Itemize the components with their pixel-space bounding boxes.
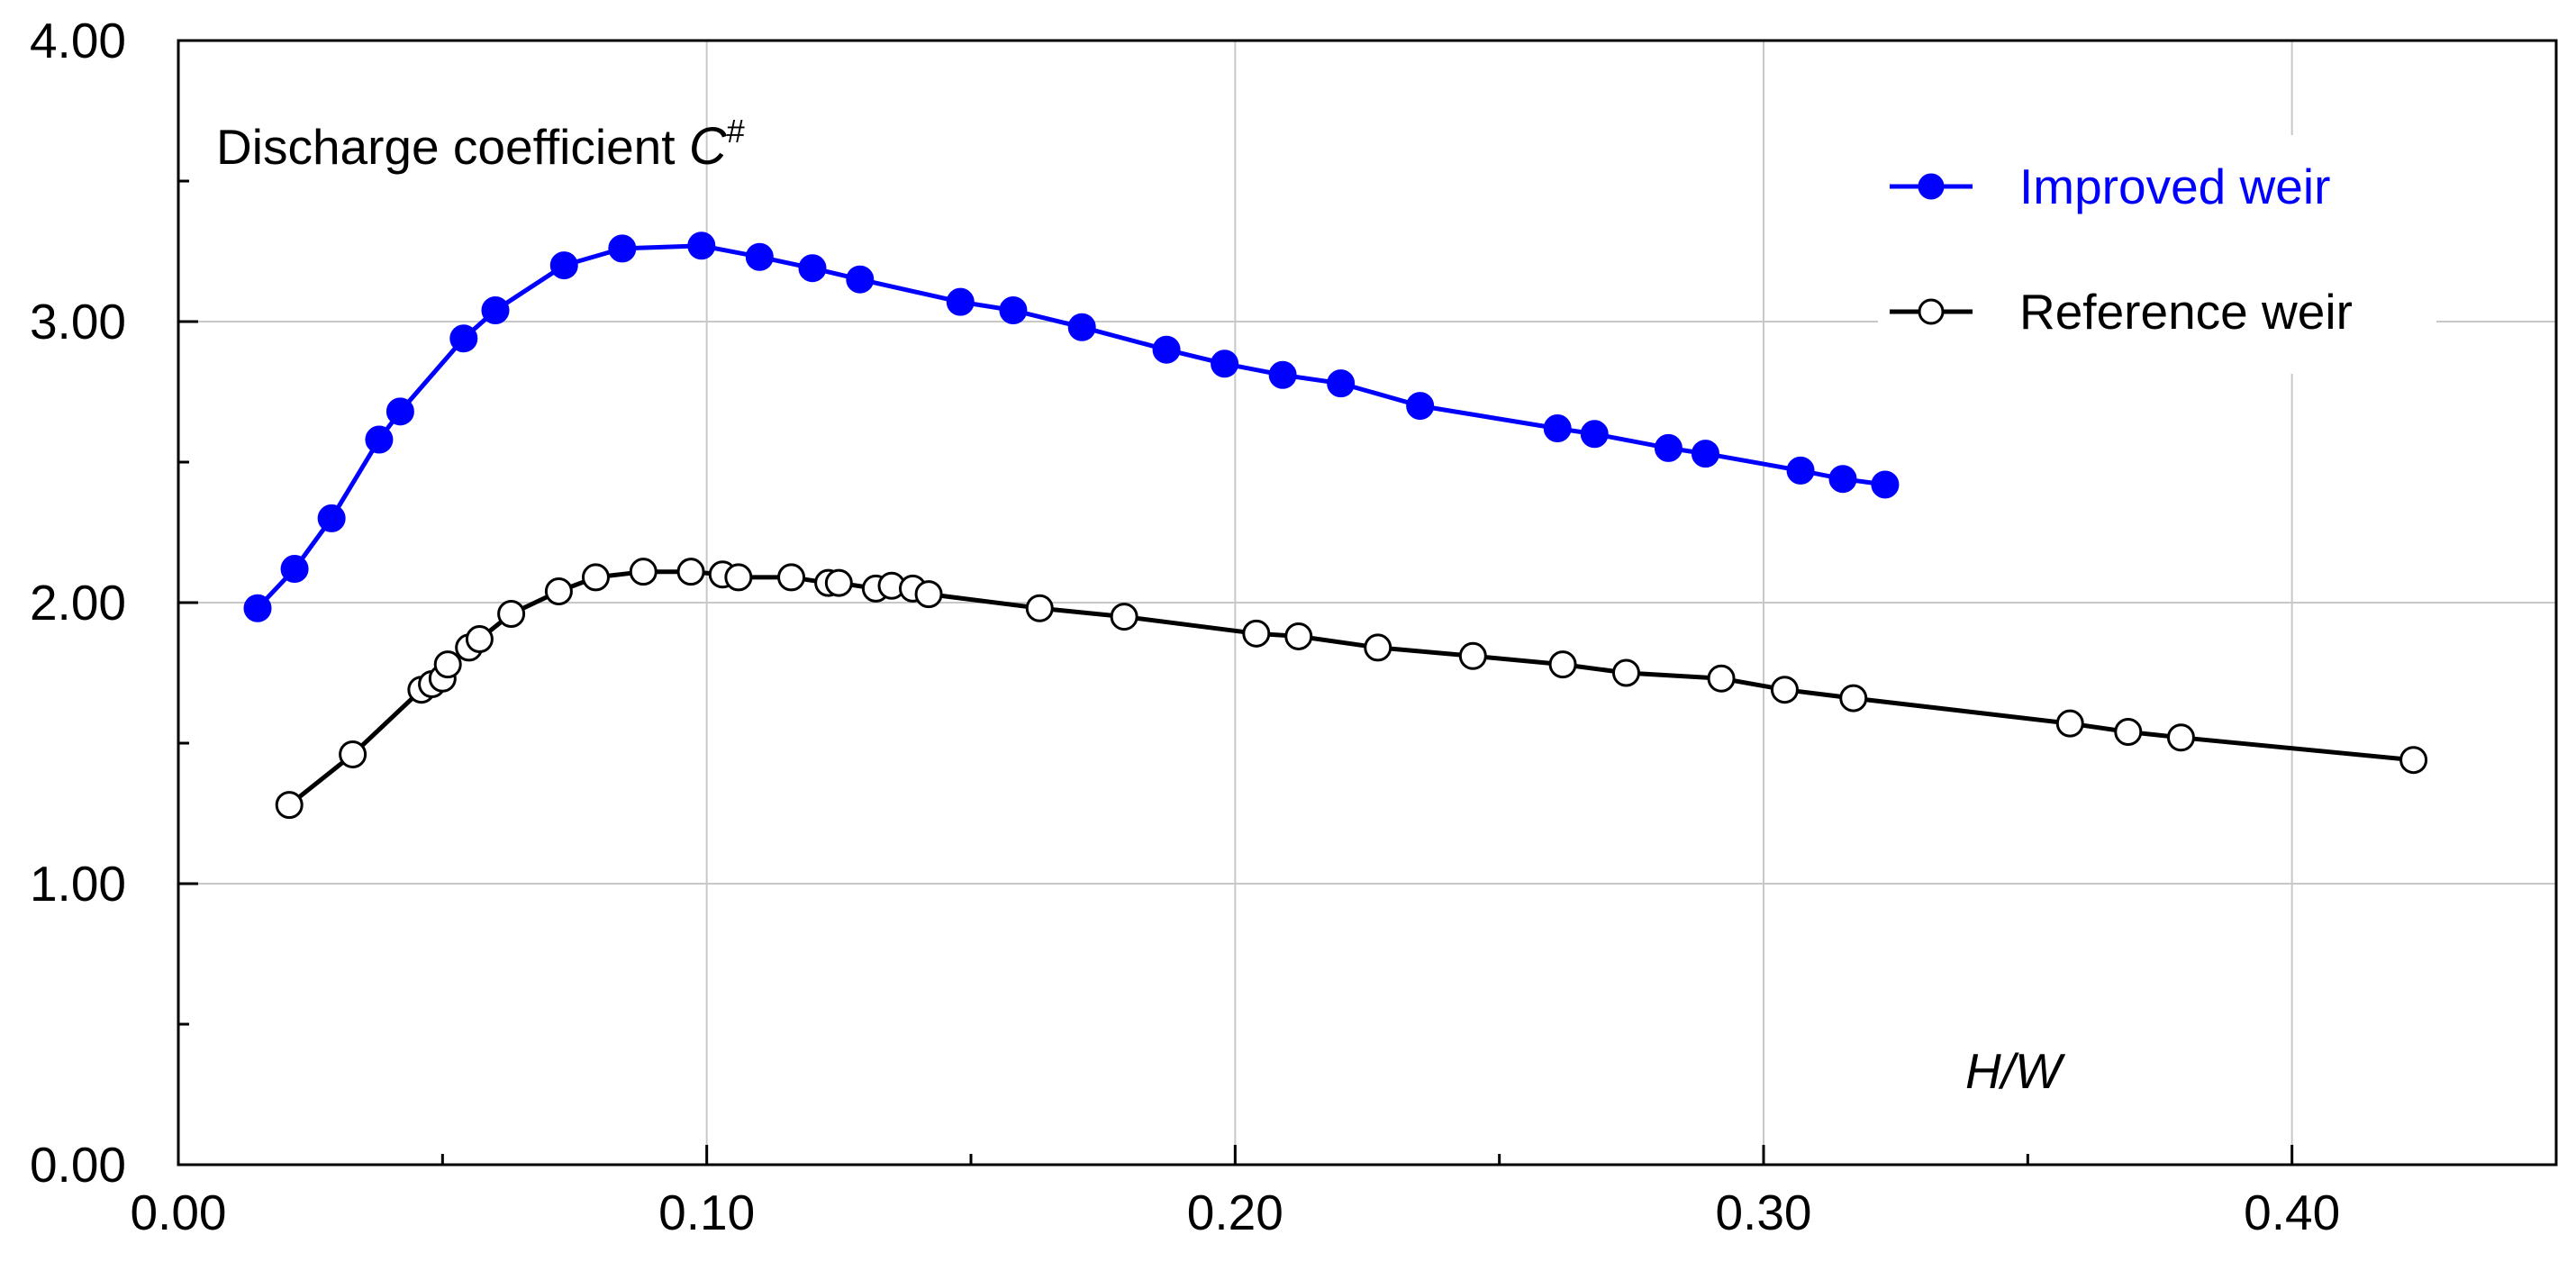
data-point bbox=[2399, 746, 2428, 775]
data-point bbox=[1707, 664, 1736, 693]
data-point bbox=[1025, 594, 1054, 622]
data-point bbox=[1786, 456, 1815, 485]
x-tick-label: 0.40 bbox=[2244, 1185, 2340, 1240]
annotation-superscript: # bbox=[727, 113, 745, 150]
x-tick-label: 0.30 bbox=[1715, 1185, 1811, 1240]
data-point bbox=[745, 242, 774, 271]
data-point bbox=[1406, 392, 1435, 421]
data-point bbox=[946, 287, 975, 316]
data-point bbox=[1110, 603, 1138, 631]
data-point bbox=[449, 324, 478, 353]
data-point bbox=[1152, 335, 1181, 364]
y-tick-label: 1.00 bbox=[30, 856, 126, 912]
legend-item-reference: Reference weir bbox=[1890, 284, 2353, 340]
data-point bbox=[629, 558, 658, 586]
data-point bbox=[846, 265, 875, 294]
data-point bbox=[1327, 369, 1356, 398]
x-tick-label: 0.10 bbox=[658, 1185, 755, 1240]
data-point bbox=[433, 650, 462, 679]
legend-marker-improved bbox=[1918, 173, 1945, 200]
series-reference bbox=[275, 558, 2428, 820]
data-point bbox=[1458, 641, 1487, 670]
data-point bbox=[465, 625, 494, 654]
data-point bbox=[2055, 709, 2084, 738]
y-tick-label: 3.00 bbox=[30, 294, 126, 350]
legend-background bbox=[1878, 135, 2436, 374]
data-point bbox=[777, 563, 806, 592]
data-point bbox=[676, 558, 705, 586]
data-point bbox=[549, 251, 578, 280]
data-point bbox=[365, 425, 394, 454]
data-point bbox=[1611, 658, 1640, 687]
legend-item-improved: Improved weir bbox=[1890, 159, 2330, 214]
data-point bbox=[824, 568, 853, 597]
legend-marker-reference bbox=[1918, 298, 1945, 325]
data-point bbox=[724, 563, 753, 592]
data-point bbox=[243, 594, 272, 622]
x-axis-label: H/W bbox=[1965, 1043, 2066, 1099]
data-point bbox=[1284, 622, 1313, 650]
series-improved bbox=[243, 232, 1900, 622]
data-point bbox=[1543, 414, 1572, 443]
legend-label-improved: Improved weir bbox=[2019, 159, 2330, 214]
data-point bbox=[1268, 360, 1297, 389]
data-point bbox=[2166, 723, 2195, 752]
y-tick-label: 0.00 bbox=[30, 1137, 126, 1193]
data-point bbox=[275, 791, 304, 820]
data-point bbox=[914, 580, 943, 609]
data-point bbox=[1654, 433, 1683, 462]
data-point bbox=[280, 555, 309, 584]
data-point bbox=[1067, 313, 1096, 341]
legend-label-reference: Reference weir bbox=[2019, 284, 2353, 340]
y-tick-label: 4.00 bbox=[30, 13, 126, 68]
data-point bbox=[497, 599, 526, 628]
x-tick-label: 0.20 bbox=[1187, 1185, 1283, 1240]
annotation-text: Discharge coefficient bbox=[216, 119, 689, 175]
data-point bbox=[798, 254, 827, 283]
data-point bbox=[1770, 676, 1799, 704]
annotation-symbol: C bbox=[689, 117, 728, 176]
data-point bbox=[1839, 684, 1868, 713]
data-series bbox=[243, 232, 2428, 820]
data-point bbox=[608, 234, 637, 263]
data-point bbox=[1364, 633, 1392, 662]
data-point bbox=[481, 296, 510, 325]
legend: Improved weir Reference weir bbox=[1878, 135, 2436, 374]
data-point bbox=[1211, 350, 1239, 378]
data-point bbox=[1691, 440, 1719, 468]
axis-ticks bbox=[177, 39, 2558, 1167]
y-quantity-annotation: Discharge coefficient C# bbox=[216, 113, 745, 176]
data-point bbox=[2114, 718, 2143, 747]
x-tick-label: 0.00 bbox=[130, 1185, 226, 1240]
data-point bbox=[339, 740, 367, 768]
series-line bbox=[256, 243, 1886, 610]
y-tick-label: 2.00 bbox=[30, 575, 126, 631]
data-point bbox=[1242, 619, 1271, 648]
data-point bbox=[581, 563, 610, 592]
data-point bbox=[687, 232, 716, 260]
data-point bbox=[317, 504, 346, 532]
tick-labels: 0.00 0.10 0.20 0.30 0.40 0.00 1.00 2.00 3.00 4.00 bbox=[30, 13, 2340, 1240]
data-point bbox=[1871, 470, 1900, 499]
data-point bbox=[385, 397, 414, 426]
data-point bbox=[1548, 650, 1577, 679]
series-line bbox=[287, 569, 2414, 807]
data-point bbox=[999, 296, 1028, 325]
data-point bbox=[544, 577, 573, 606]
data-point bbox=[1580, 420, 1609, 449]
data-point bbox=[1828, 465, 1857, 494]
